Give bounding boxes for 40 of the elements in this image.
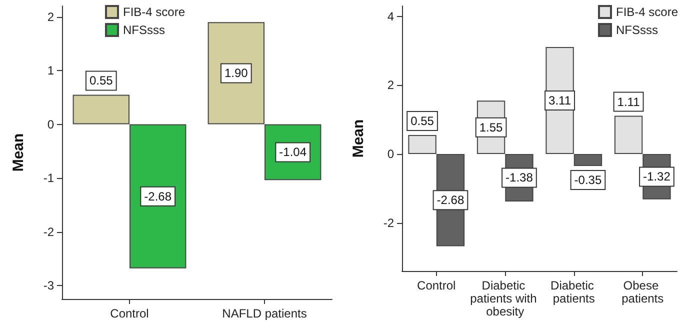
y-axis-title: Mean [10,133,27,172]
legend-label: FIB-4 score [123,5,186,19]
bar [130,124,186,268]
y-tick-label: 2 [387,78,394,92]
y-tick-label: 0 [47,117,54,132]
text: -2.68 [144,189,172,204]
text: 0.55 [89,74,113,88]
bar [208,22,264,124]
bar [408,135,436,154]
x-tick-label: Obese patients [622,278,664,306]
y-tick-label: 4 [387,9,394,24]
legend-label: FIB-4 score [616,5,678,19]
y-tick-label: 2 [47,10,54,24]
bar [72,94,130,124]
y-tick-label: 0 [387,146,394,161]
y-tick-label: -2 [383,216,394,230]
y-tick-label: -3 [43,278,54,293]
x-tick-label: NAFLD patients [222,306,307,320]
text: 1.90 [224,66,248,80]
y-tick-label: -2 [43,224,54,239]
text: 1.11 [617,94,640,109]
legend-label: NFSsss [123,23,165,37]
x-tick-label: Diabetic patients with obesity [470,278,540,318]
bar [614,116,643,154]
text: -1.38 [506,170,533,185]
text: -1.32 [643,170,670,184]
text: 0.55 [410,114,434,128]
legend-label: NFSsss [616,23,658,37]
x-tick-label: Control [417,278,456,292]
text: -0.35 [574,173,602,188]
text: -2.68 [436,193,464,208]
y-tick-label: 1 [47,64,54,78]
text: 3.11 [548,93,572,108]
bar [574,154,602,166]
x-tick-label: Diabetic patients [550,278,598,306]
x-tick-label: Control [110,306,149,320]
y-axis-title: Mean [350,119,367,158]
y-tick-label: -1 [43,171,54,186]
text: -1.04 [279,145,307,160]
text: 1.55 [479,120,503,134]
